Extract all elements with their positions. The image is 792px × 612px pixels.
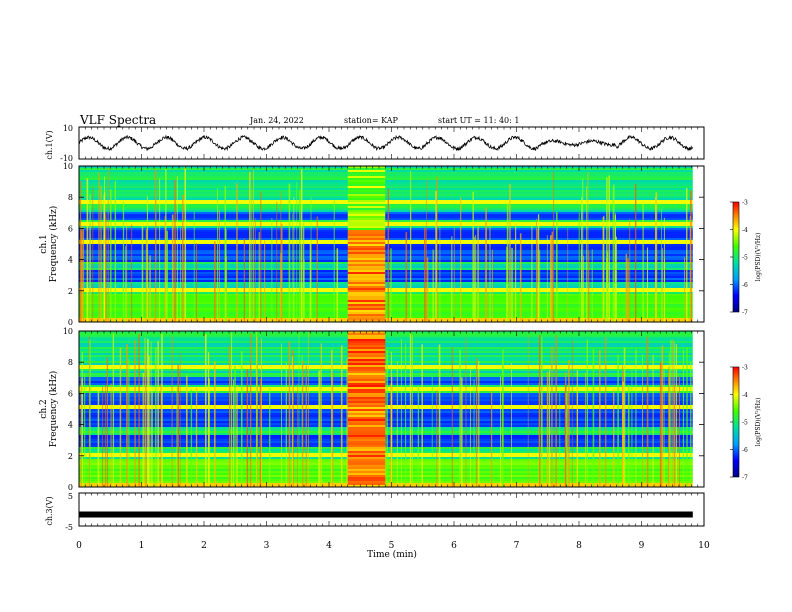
x-axis-tick-labels: 0 1 2 3 4 5 6 7 8 9 10 — [76, 541, 710, 551]
ch2-spectrogram-panel: 0 2 4 6 8 10 ch.2 Frequency (kHz) — [39, 327, 705, 492]
ch1-spectrogram-ytick-label: 8 — [68, 193, 73, 202]
ch1-spectrogram-ytick-label: 2 — [68, 287, 73, 296]
x-tick-label: 1 — [139, 541, 145, 551]
x-tick-label: 3 — [264, 541, 270, 551]
ch1-spectrogram-ytick-label: 6 — [68, 224, 73, 233]
figure-station: station= KAP — [344, 116, 399, 125]
x-tick-label: 2 — [201, 541, 207, 551]
ch3-ytick-bottom: -5 — [65, 523, 73, 532]
ch1-spectrogram-ytick-label: 4 — [68, 256, 73, 265]
ch1-ytick-top: 10 — [63, 124, 73, 133]
ch2-colorbar: -3 -4 -5 -6 -7 log(PSD)(V²/Hz) — [730, 365, 762, 482]
x-tick-label: 7 — [514, 541, 520, 551]
figure-date: Jan. 24, 2022 — [249, 116, 304, 125]
ch2-spectrogram-ytick-label: 4 — [68, 421, 73, 430]
ch2-colorbar-tick-label: -5 — [742, 420, 748, 427]
ch1-spectrogram-ytick-label: 0 — [68, 318, 73, 327]
ch2-colorbar-tick-label: -7 — [742, 475, 748, 482]
ch2-spectrogram-ytick-label: 8 — [68, 358, 73, 367]
ch1-spectrogram-ylabel-1: ch.1 — [39, 234, 49, 253]
ch1-waveform-panel: 10 -10 ch.1(V) — [45, 124, 705, 163]
ch2-spectrogram-ylabel-2: Frequency (kHz) — [48, 371, 59, 448]
ch1-spectrogram-panel: 0 2 4 6 8 10 ch.1 Frequency (kHz) — [39, 162, 705, 327]
x-tick-label: 5 — [389, 541, 395, 551]
x-tick-label: 0 — [76, 541, 82, 551]
ch3-waveform-line — [79, 511, 693, 518]
figure-title: VLF Spectra — [79, 113, 156, 127]
ch2-spectrogram-ytick-label: 6 — [68, 389, 73, 398]
figure-start-time: start UT = 11: 40: 1 — [438, 116, 519, 125]
ch2-spectrogram-ytick-label: 0 — [68, 483, 73, 492]
ch3-waveform-panel: 5 -5 ch.3(V) — [45, 492, 705, 532]
x-axis-ticks — [78, 127, 705, 526]
ch2-colorbar-label: log(PSD)(V²/Hz) — [755, 398, 762, 447]
ch1-colorbar-tick-label: -5 — [742, 255, 748, 262]
x-tick-label: 4 — [326, 541, 332, 551]
ch1-colorbar-tick-label: -7 — [742, 310, 748, 317]
ch1-waveform-line — [78, 134, 694, 152]
x-axis-label: Time (min) — [367, 549, 417, 560]
ch1-colorbar: -3 -4 -5 -6 -7 log(PSD)(V²/Hz) — [730, 200, 762, 317]
ch1-colorbar-tick-label: -6 — [742, 282, 748, 289]
ch2-colorbar-tick-label: -6 — [742, 447, 748, 454]
ch1-colorbar-tick-label: -4 — [742, 227, 748, 234]
ch2-spectrogram-ylabel-1: ch.2 — [39, 399, 49, 418]
ch3-waveform-ylabel: ch.3(V) — [45, 496, 54, 525]
ch1-spectrogram-ylabel-2: Frequency (kHz) — [48, 206, 59, 283]
x-tick-label: 8 — [576, 541, 582, 551]
ch2-colorbar-tick-label: -3 — [742, 365, 748, 372]
ch2-colorbar-tick-label: -4 — [742, 392, 748, 399]
ch1-colorbar-label: log(PSD)(V²/Hz) — [755, 233, 762, 282]
ch3-ytick-top: 5 — [68, 492, 73, 501]
ch2-spectrogram-ytick-label: 2 — [68, 452, 73, 461]
ch1-ytick-bottom: -10 — [60, 154, 73, 163]
x-tick-label: 10 — [698, 541, 710, 551]
ch1-spectrogram-ytick-label: 10 — [63, 162, 73, 171]
ch1-waveform-ylabel: ch.1(V) — [45, 130, 54, 159]
ch1-colorbar-tick-label: -3 — [742, 200, 748, 207]
ch2-spectrogram-ytick-label: 10 — [63, 327, 73, 336]
x-tick-label: 9 — [639, 541, 645, 551]
x-tick-label: 6 — [451, 541, 457, 551]
